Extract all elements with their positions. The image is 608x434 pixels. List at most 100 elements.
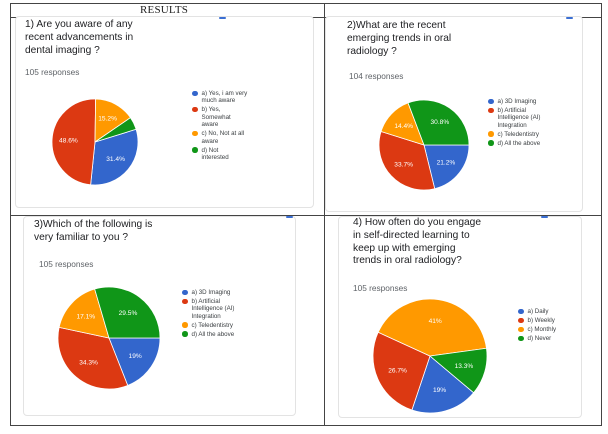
legend-swatch [518,308,524,314]
legend-3: a) 3D Imaging b) Artificial Intelligence … [182,289,262,340]
legend-swatch [182,322,188,328]
slice-label-1: 19% [433,387,446,394]
slice-label-1: 19% [129,353,142,360]
response-count-2: 104 responses [349,71,404,81]
results-table [10,3,602,426]
panel-4: 4) How often do you engage in self-direc… [325,216,601,426]
slice-label-1: 31.4% [106,156,125,163]
legend-label: c) Teledentistry [497,130,540,138]
pie-slice-4 [94,117,137,143]
pie-slice-2 [57,326,129,390]
pie-chart-1: 31.4% 48.6% 15.2% [51,98,139,186]
slice-label-4: 30.8% [430,119,449,126]
legend-label: b) Yes, Somewhat aware [201,106,231,129]
legend-label: d) All the above [191,330,235,338]
legend-label: d) Never [527,335,552,342]
response-count-4: 105 responses [353,283,408,293]
legend-swatch [488,140,494,146]
legend-swatch [192,130,198,137]
slice-label-3: 14.4% [394,123,413,130]
legend-swatch [192,147,198,153]
legend-label: c) No, Not at all aware [201,130,245,145]
panel-1: 1) Are you aware of any recent advanceme… [11,16,324,215]
legend-item: a) 3D Imaging [488,98,568,105]
legend-label: a) Yes, i am very much aware [201,90,248,105]
table-divider-middle [10,215,602,216]
pie-chart-3: 19% 34.3% 17.1% 29.5% [57,286,161,390]
question-title-1: 1) Are you aware of any recent advanceme… [25,19,134,56]
pie-slice-1 [90,128,139,186]
legend-item: a) Yes, i am very much aware [192,90,272,105]
pie-slice-2 [51,98,97,186]
legend-label: b) Artificial Intelligence (AI) Integrat… [191,298,235,320]
pie-slice-4 [407,99,470,146]
legend-label: c) Monthly [527,326,557,333]
legend-swatch [518,326,524,332]
pie-chart-4: 19% 26.7% 41% 13.3% [372,298,488,414]
legend-item: d) Never [518,335,578,342]
legend-item: b) Artificial Intelligence (AI) Integrat… [488,107,568,129]
question-title-4: 4) How often do you engage in self-direc… [353,217,482,267]
pie-slice-4 [429,347,488,394]
legend-label: a) 3D Imaging [497,98,537,105]
pie-slice-1 [423,144,470,190]
slice-label-2: 33.7% [394,161,413,168]
legend-item: d) All the above [488,140,568,147]
panel-2: 2)What are the recent emerging trends in… [325,16,601,215]
card-accent-2 [566,17,573,19]
legend-2: a) 3D Imaging b) Artificial Intelligence … [488,98,568,149]
slice-label-2: 34.3% [79,359,98,366]
legend-item: b) Weekly [518,317,578,324]
legend-item: c) Teledentistry [488,131,568,138]
slice-label-2: 26.7% [388,367,407,374]
legend-1: a) Yes, i am very much aware b) Yes, Some… [192,90,272,163]
slice-label-3: 17.1% [76,314,95,321]
legend-item: a) 3D Imaging [182,289,262,296]
legend-item: a) Daily [518,308,578,315]
legend-label: c) Teledentistry [191,321,234,329]
legend-item: c) Monthly [518,326,578,333]
response-count-3: 105 responses [39,259,94,269]
pie-slice-2 [372,331,431,411]
legend-swatch [488,107,494,113]
pie-chart-2: 21.2% 33.7% 14.4% 30.8% [378,99,470,191]
legend-swatch [488,98,494,104]
legend-item: b) Yes, Somewhat aware [192,106,272,128]
pie-slice-3 [58,288,110,339]
pie-slice-1 [411,355,475,414]
question-title-2: 2)What are the recent emerging trends in… [347,20,452,57]
table-divider-vertical [324,3,325,426]
card-accent-1 [219,17,226,19]
legend-label: b) Weekly [527,317,555,324]
legend-swatch [182,331,188,337]
legend-4: a) Daily b) Weekly c) Monthly d) Never [518,308,578,344]
panel-3: 3)Which of the following is very familia… [11,216,324,426]
legend-swatch [182,289,188,295]
legend-swatch [518,317,524,323]
legend-item: b) Artificial Intelligence (AI) Integrat… [182,298,262,320]
legend-swatch [192,106,198,113]
card-accent-3 [286,216,293,218]
legend-swatch [488,131,494,137]
legend-swatch [518,335,524,341]
slice-label-1: 21.2% [437,159,456,166]
legend-item: d) All the above [182,331,262,338]
legend-label: a) Daily [527,308,549,315]
survey-card-1 [15,16,314,208]
results-heading: RESULTS [140,4,189,16]
slice-label-3: 41% [429,318,442,325]
legend-item: d) Not interested [192,147,272,162]
legend-label: d) Not interested [201,146,229,162]
slice-label-4: 29.5% [119,310,138,317]
slice-label-4: 13.3% [455,363,474,370]
legend-swatch [182,298,188,304]
legend-label: b) Artificial Intelligence (AI) Integrat… [497,107,541,129]
pie-slice-1 [108,337,161,386]
slice-label-2: 48.6% [59,138,78,145]
legend-item: c) No, Not at all aware [192,130,272,145]
legend-label: a) 3D Imaging [191,289,231,296]
pie-slice-4 [94,286,161,339]
pie-slice-3 [377,298,487,357]
legend-item: c) Teledentistry [182,322,262,329]
legend-swatch [192,90,198,96]
